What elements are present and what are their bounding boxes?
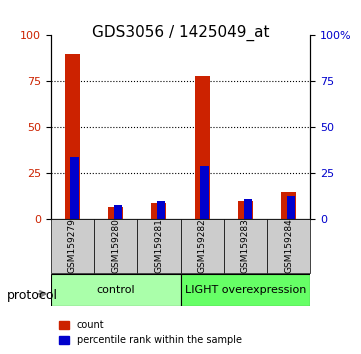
FancyBboxPatch shape [51, 274, 180, 306]
Bar [200, 166, 209, 219]
Bar [287, 195, 295, 219]
Text: GSM159280: GSM159280 [111, 218, 120, 274]
FancyBboxPatch shape [94, 219, 137, 273]
FancyBboxPatch shape [180, 219, 224, 273]
Text: GSM159282: GSM159282 [198, 219, 206, 273]
Text: protocol: protocol [7, 289, 58, 302]
Bar [65, 54, 80, 219]
FancyBboxPatch shape [180, 274, 310, 306]
Bar [70, 157, 79, 219]
Text: GSM159284: GSM159284 [284, 219, 293, 273]
Bar [151, 203, 166, 219]
Bar [157, 201, 165, 219]
Text: GSM159281: GSM159281 [155, 218, 163, 274]
FancyBboxPatch shape [51, 219, 94, 273]
Text: control: control [96, 285, 135, 295]
FancyBboxPatch shape [267, 219, 310, 273]
Text: LIGHT overexpression: LIGHT overexpression [185, 285, 306, 295]
Bar [114, 205, 122, 219]
FancyBboxPatch shape [137, 219, 180, 273]
Bar [195, 76, 210, 219]
Text: GSM159283: GSM159283 [241, 218, 250, 274]
Bar [244, 199, 252, 219]
Text: GDS3056 / 1425049_at: GDS3056 / 1425049_at [92, 25, 269, 41]
Bar [238, 201, 253, 219]
FancyBboxPatch shape [224, 219, 267, 273]
Legend: count, percentile rank within the sample: count, percentile rank within the sample [55, 316, 246, 349]
Bar [281, 192, 296, 219]
Bar [108, 207, 123, 219]
Text: GSM159279: GSM159279 [68, 218, 77, 274]
